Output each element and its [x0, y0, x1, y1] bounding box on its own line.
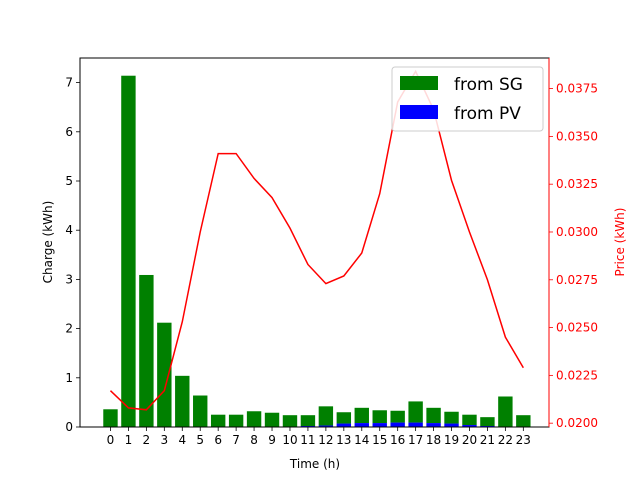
bar-from-sg-17 — [408, 401, 423, 423]
bar-from-pv-16 — [390, 422, 405, 427]
bar-from-sg-6 — [210, 414, 226, 427]
y-tick-label: 5 — [65, 174, 73, 188]
bar-from-pv-17 — [408, 422, 423, 427]
bar-from-sg-23 — [516, 415, 531, 427]
x-tick-label: 2 — [143, 433, 151, 447]
x-tick-label: 0 — [107, 433, 115, 447]
y-tick-label: 3 — [65, 272, 73, 286]
x-tick-label: 4 — [178, 433, 186, 447]
y-tick-label: 7 — [65, 76, 73, 90]
x-tick-label: 6 — [214, 433, 222, 447]
legend-label-sg: from SG — [454, 75, 523, 95]
x-tick-label: 3 — [161, 433, 169, 447]
bar-from-sg-20 — [462, 414, 477, 426]
bar-from-sg-7 — [228, 414, 244, 427]
x-tick-label: 23 — [516, 433, 531, 447]
bar-from-sg-11 — [300, 415, 316, 427]
bar-from-pv-13 — [336, 423, 352, 427]
bar-from-sg-14 — [354, 407, 369, 424]
y2-axis-label: Price (kWh) — [613, 208, 627, 277]
bar-from-sg-8 — [246, 411, 262, 427]
y-tick-label: 6 — [65, 125, 73, 139]
bar-from-pv-20 — [462, 425, 477, 427]
y-tick-label: 4 — [65, 223, 73, 237]
bar-from-sg-21 — [480, 417, 495, 427]
y2-tick-label: 0.0275 — [556, 273, 598, 287]
x-tick-label: 7 — [232, 433, 240, 447]
x-tick-label: 19 — [444, 433, 459, 447]
x-tick-label: 5 — [196, 433, 204, 447]
x-tick-label: 1 — [125, 433, 133, 447]
bar-from-sg-0 — [103, 409, 118, 427]
y2-tick-label: 0.0200 — [556, 416, 598, 430]
x-tick-label: 13 — [336, 433, 351, 447]
y2-tick-label: 0.0325 — [556, 177, 598, 191]
x-tick-label: 17 — [408, 433, 423, 447]
bar-from-sg-9 — [264, 412, 280, 427]
bar-from-sg-22 — [498, 396, 513, 427]
y-tick-label: 2 — [65, 322, 73, 336]
x-tick-label: 14 — [354, 433, 369, 447]
bar-from-pv-12 — [318, 425, 334, 427]
x-tick-label: 22 — [498, 433, 513, 447]
bar-from-pv-15 — [372, 423, 387, 427]
bar-from-sg-4 — [175, 375, 190, 427]
x-tick-label: 15 — [372, 433, 387, 447]
x-tick-label: 18 — [426, 433, 441, 447]
legend-swatch-sg — [400, 76, 438, 90]
bar-from-sg-10 — [282, 415, 298, 427]
bar-from-sg-1 — [121, 75, 136, 427]
x-tick-label: 10 — [282, 433, 297, 447]
bar-from-sg-5 — [193, 395, 208, 427]
x-tick-label: 8 — [250, 433, 258, 447]
bar-from-sg-18 — [426, 407, 441, 424]
bar-from-sg-15 — [372, 410, 387, 424]
bar-from-pv-14 — [354, 423, 369, 427]
bar-from-pv-18 — [426, 423, 441, 427]
y-ticks-group: 0 1 2 3 4 5 6 7 — [65, 76, 80, 434]
y2-tick-label: 0.0300 — [556, 225, 598, 239]
y2-ticks-group: 0.0200 0.0225 0.0250 0.0275 0.0300 0.0325 0.03… — [548, 58, 598, 430]
bar-from-sg-19 — [444, 411, 459, 424]
price-line — [109, 69, 524, 411]
bar-from-sg-16 — [390, 410, 405, 423]
bar-from-sg-3 — [157, 322, 172, 427]
legend-swatch-pv — [400, 105, 438, 119]
bar-from-pv-19 — [444, 423, 459, 427]
x-ticks-group: 0 1 2 3 4 5 6 7 8 9 10 11 12 13 14 15 16 17 18 19 20 21 22 23 — [107, 427, 531, 447]
x-tick-label: 20 — [462, 433, 477, 447]
bar-from-sg-2 — [139, 274, 154, 427]
price-line-group — [109, 69, 524, 411]
x-tick-label: 16 — [390, 433, 405, 447]
x-tick-label: 21 — [480, 433, 495, 447]
x-tick-label: 9 — [268, 433, 276, 447]
bars-group — [103, 75, 531, 427]
legend: from SG from PV — [391, 66, 544, 132]
y2-tick-label: 0.0225 — [556, 368, 598, 382]
y-axis-label: Charge (kWh) — [41, 201, 55, 284]
y-tick-label: 0 — [65, 420, 73, 434]
bar-from-sg-12 — [318, 406, 334, 426]
legend-label-pv: from PV — [454, 104, 521, 124]
y2-tick-label: 0.0350 — [556, 129, 598, 143]
y2-tick-label: 0.0250 — [556, 321, 598, 335]
x-tick-label: 12 — [318, 433, 333, 447]
y2-tick-label: 0.0375 — [556, 82, 598, 96]
x-axis-label: Time (h) — [289, 457, 340, 471]
y-tick-label: 1 — [65, 371, 73, 385]
bar-from-sg-13 — [336, 412, 352, 424]
x-tick-label: 11 — [300, 433, 315, 447]
